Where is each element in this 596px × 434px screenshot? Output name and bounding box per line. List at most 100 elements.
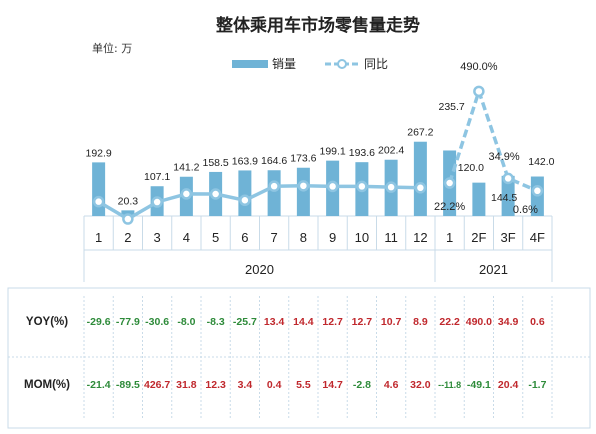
- category-tick-label: 7: [271, 230, 278, 245]
- table-cell: -77.9: [116, 316, 140, 328]
- bar: [296, 167, 310, 216]
- data-table: YOY(%) -29.6 -77.9 -30.6 -8.0 -8.3 -25.7 13.4 14…: [7, 287, 591, 429]
- category-tick-label: 5: [212, 230, 219, 245]
- line-value-label: 490.0%: [460, 61, 498, 73]
- bar: [92, 162, 106, 216]
- line-marker: [502, 172, 514, 185]
- table-cell: 14.7: [322, 379, 343, 391]
- line-marker: [122, 213, 134, 225]
- table-cell: -29.6: [87, 316, 111, 328]
- line-marker: [151, 196, 163, 208]
- table-cell: 34.9: [498, 316, 519, 328]
- legend-bar-swatch: [232, 60, 268, 68]
- table-cell: 490.0: [466, 316, 492, 328]
- table-cell: -21.4: [87, 379, 111, 391]
- bar: [121, 210, 135, 216]
- table-cell: -25.7: [233, 316, 257, 328]
- table-cell: -1.7: [528, 379, 546, 391]
- table-cell: -8.0: [177, 316, 195, 328]
- year-label: 2020: [245, 262, 274, 277]
- bar-value-label: 235.7: [438, 101, 464, 113]
- table-cell: 22.2: [439, 316, 460, 328]
- table-cell: 426.7: [144, 379, 170, 391]
- bar-value-label: 192.9: [85, 147, 111, 159]
- line-marker: [443, 177, 456, 189]
- bar: [472, 182, 486, 216]
- bar-value-label: 107.1: [144, 171, 170, 183]
- table-cell: 0.6: [530, 316, 545, 328]
- category-tick-label: 8: [300, 230, 307, 245]
- line-marker: [531, 185, 544, 197]
- line-value-label: 22.2%: [434, 201, 465, 213]
- bar: [238, 170, 252, 216]
- line-value-label: 0.6%: [513, 204, 538, 216]
- legend-bar-label: 销量: [272, 57, 296, 71]
- line-marker: [239, 194, 251, 207]
- line-marker: [92, 195, 105, 208]
- bar-value-label: 144.5: [491, 192, 517, 204]
- line-path: [97, 184, 421, 221]
- bar-value-label: 173.6: [290, 153, 316, 165]
- category-tick-label: 6: [241, 230, 248, 245]
- table-cell: -8.3: [207, 316, 225, 328]
- bar-value-label: 141.2: [173, 162, 199, 174]
- table-cell: 8.9: [413, 316, 428, 328]
- table-cell: -30.6: [145, 316, 169, 328]
- unit-label: 单位: 万: [92, 41, 132, 55]
- bar-value-label: 20.3: [118, 195, 139, 207]
- line-marker: [473, 85, 485, 98]
- category-tick-label: 10: [355, 230, 369, 245]
- bar: [413, 141, 427, 216]
- table-cell: 5.5: [296, 379, 311, 391]
- table-row-header: MOM(%): [24, 379, 70, 391]
- bar-value-label: 199.1: [319, 146, 345, 158]
- line-marker: [297, 180, 310, 192]
- legend: 销量 同比: [232, 57, 388, 71]
- line-marker: [356, 180, 368, 193]
- table-cell: 12.3: [205, 379, 226, 391]
- legend-line-marker: [337, 59, 347, 69]
- table-row-header: YOY(%): [26, 316, 68, 328]
- bar-value-label: 164.6: [261, 155, 287, 167]
- table-cell: 10.7: [381, 316, 402, 328]
- category-tick-label: 4: [183, 230, 190, 245]
- line-marker: [268, 180, 280, 192]
- bar-value-label: 120.0: [458, 162, 484, 174]
- line-marker: [326, 180, 339, 193]
- category-tick-label: 12: [413, 230, 427, 245]
- category-tick-label: 1: [95, 230, 102, 245]
- table-cell: -89.5: [116, 379, 140, 391]
- table-cell: 32.0: [410, 379, 431, 391]
- bar-value-label: 202.4: [378, 145, 404, 157]
- table-cell: 14.4: [293, 316, 314, 328]
- table-cell: 13.4: [264, 316, 285, 328]
- line-marker: [209, 188, 222, 200]
- bar-value-label: 193.6: [349, 147, 375, 159]
- bar-value-label: 142.0: [528, 156, 554, 168]
- line-path: [447, 89, 539, 193]
- table-cell: 4.6: [384, 379, 399, 391]
- line-marker: [385, 181, 397, 193]
- table-frame: [7, 287, 591, 429]
- bar-value-label: 163.9: [232, 155, 258, 167]
- category-tick-label: 9: [329, 230, 336, 245]
- bar-value-label: 158.5: [202, 157, 228, 169]
- table-cell: -2.8: [353, 379, 371, 391]
- line-series: [92, 85, 544, 225]
- line-marker: [180, 188, 193, 200]
- category-tick-label: 3F: [501, 230, 516, 245]
- table-cell: 20.4: [498, 379, 519, 391]
- bar: [501, 175, 515, 216]
- table-cell: 12.7: [322, 316, 343, 328]
- year-label: 2021: [479, 262, 508, 277]
- bar: [267, 170, 281, 216]
- table-cell: -49.1: [467, 379, 491, 391]
- line-value-label: 34.9%: [489, 151, 520, 163]
- category-tick-label: 3: [154, 230, 161, 245]
- category-tick-label: 1: [446, 230, 453, 245]
- category-tick-label: 2F: [471, 230, 486, 245]
- legend-line-label: 同比: [364, 57, 388, 71]
- category-tick-label: 4F: [530, 230, 545, 245]
